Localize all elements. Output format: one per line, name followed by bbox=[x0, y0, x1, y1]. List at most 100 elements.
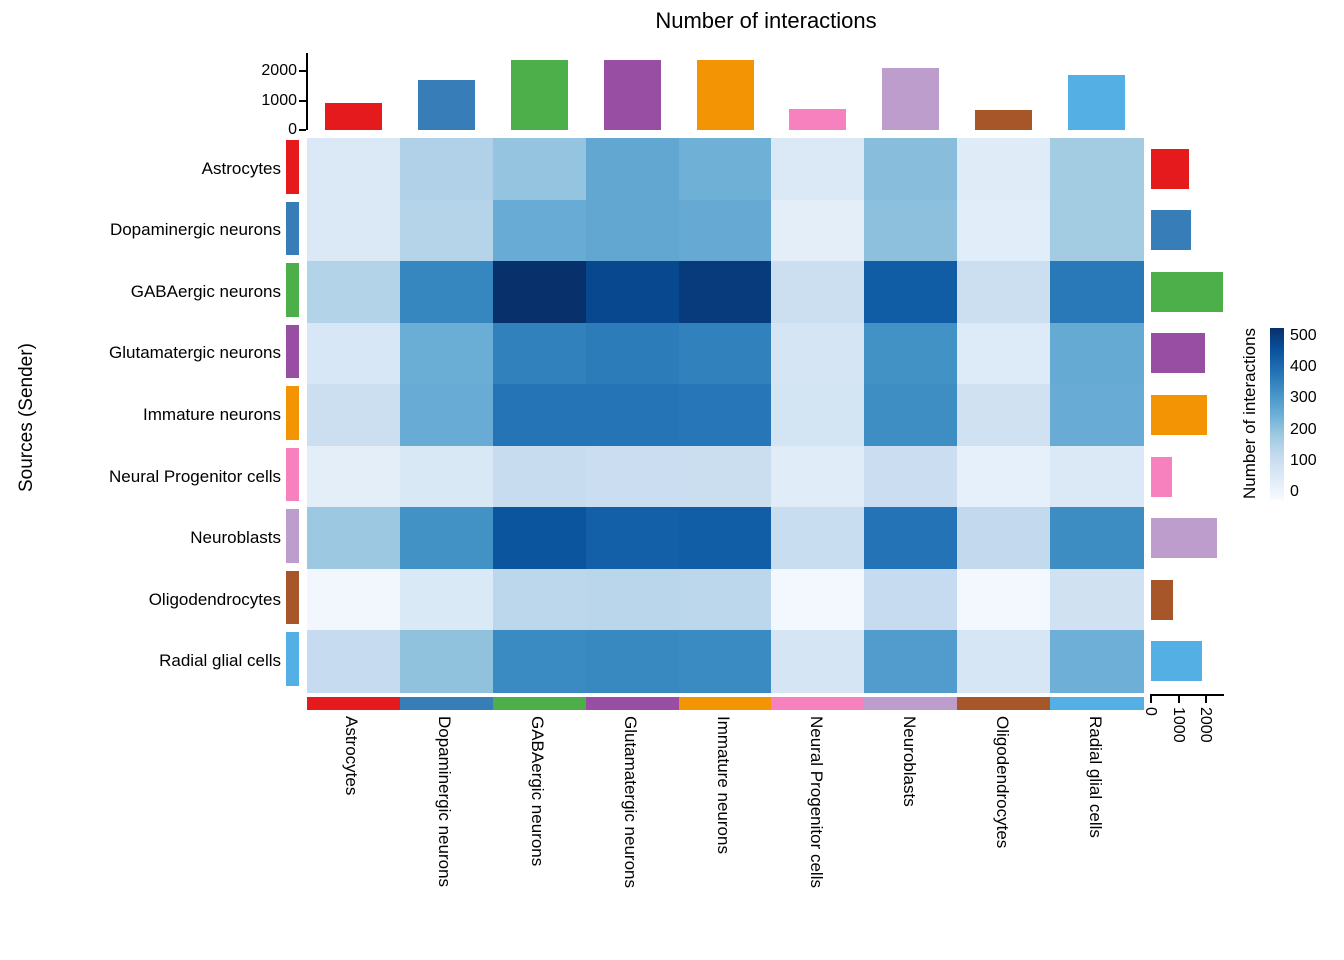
column-label-radial-glial-cells: Radial glial cells bbox=[1085, 716, 1105, 838]
heatmap-cell bbox=[399, 138, 494, 201]
top-axis-tick-label: 0 bbox=[288, 121, 297, 138]
heatmap-cell bbox=[307, 507, 401, 570]
heatmap-cell bbox=[771, 507, 865, 570]
column-label-gabaergic-neurons: GABAergic neurons bbox=[528, 716, 548, 867]
heatmap-cell bbox=[585, 630, 680, 693]
heatmap-cell bbox=[399, 322, 494, 385]
chart-title: Number of interactions bbox=[655, 8, 877, 33]
heatmap-cell bbox=[1050, 322, 1144, 385]
heatmap-cell bbox=[307, 199, 401, 262]
column-annotation-neuroblasts bbox=[864, 697, 958, 710]
heatmap-cell bbox=[492, 261, 587, 324]
right-bar-gabaergic-neurons bbox=[1151, 271, 1224, 312]
heatmap-cell bbox=[399, 384, 494, 447]
top-axis-line bbox=[306, 53, 308, 130]
right-axis-tick-label: 1000 bbox=[1169, 707, 1187, 743]
heatmap-cell bbox=[1050, 138, 1144, 201]
heatmap-cell bbox=[492, 568, 587, 632]
heatmap-cell bbox=[492, 322, 587, 385]
heatmap-cell bbox=[399, 568, 494, 632]
row-label-radial-glial-cells: Radial glial cells bbox=[159, 651, 281, 671]
right-bar-immature-neurons bbox=[1151, 395, 1207, 435]
row-annotation-dopaminergic-neurons bbox=[286, 201, 299, 256]
heatmap-cell bbox=[399, 199, 494, 262]
top-bar-neural-progenitor-cells bbox=[789, 108, 847, 130]
legend-tick-label: 300 bbox=[1290, 389, 1317, 407]
top-bar-glutamatergic-neurons bbox=[603, 60, 661, 130]
heatmap-cell bbox=[957, 507, 1051, 570]
column-annotation-dopaminergic-neurons bbox=[399, 697, 494, 710]
heatmap-cell bbox=[678, 630, 773, 693]
top-bar-dopaminergic-neurons bbox=[417, 79, 475, 130]
legend-title: Number of interactions bbox=[1240, 327, 1259, 499]
heatmap-cell bbox=[1050, 199, 1144, 262]
heatmap-cell bbox=[307, 568, 401, 632]
row-label-neural-progenitor-cells: Neural Progenitor cells bbox=[109, 466, 281, 486]
heatmap-cell bbox=[957, 568, 1051, 632]
top-bar-astrocytes bbox=[324, 103, 382, 130]
legend-tick-label: 0 bbox=[1290, 483, 1299, 500]
column-annotation-gabaergic-neurons bbox=[492, 697, 587, 710]
heatmap-cell bbox=[957, 138, 1051, 201]
legend-tick-label: 200 bbox=[1290, 420, 1317, 438]
row-annotation-radial-glial-cells bbox=[286, 632, 299, 686]
heatmap-cell bbox=[307, 384, 401, 447]
heatmap-cell bbox=[492, 507, 587, 570]
row-label-glutamatergic-neurons: Glutamatergic neurons bbox=[109, 343, 281, 363]
heatmap-cell bbox=[585, 138, 680, 201]
heatmap-cell bbox=[771, 199, 865, 262]
heatmap-cell bbox=[864, 322, 958, 385]
heatmap-cell bbox=[678, 199, 773, 262]
legend-tick-label: 400 bbox=[1290, 358, 1317, 376]
heatmap-cell bbox=[307, 322, 401, 385]
heatmap-cell bbox=[957, 322, 1051, 385]
row-annotation-astrocytes bbox=[286, 140, 299, 194]
y-axis-title: Sources (Sender) bbox=[16, 343, 37, 492]
heatmap-cell bbox=[864, 384, 958, 447]
heatmap-cell bbox=[585, 322, 680, 385]
row-label-dopaminergic-neurons: Dopaminergic neurons bbox=[109, 220, 281, 240]
heatmap-cell bbox=[771, 261, 865, 324]
column-annotation-astrocytes bbox=[307, 697, 401, 710]
right-bar-neural-progenitor-cells bbox=[1151, 456, 1173, 497]
legend-colorbar bbox=[1270, 328, 1284, 500]
heatmap-cell bbox=[1050, 445, 1144, 508]
heatmap-cell bbox=[771, 630, 865, 693]
right-bar-neuroblasts bbox=[1151, 518, 1217, 559]
heatmap-cell bbox=[585, 199, 680, 262]
top-axis-tick bbox=[299, 129, 306, 131]
heatmap-cell bbox=[864, 445, 958, 508]
heatmap-cell bbox=[1050, 384, 1144, 447]
column-label-dopaminergic-neurons: Dopaminergic neurons bbox=[435, 716, 455, 888]
row-annotation-neuroblasts bbox=[286, 509, 299, 563]
column-annotation-neural-progenitor-cells bbox=[771, 697, 865, 710]
heatmap-cell bbox=[399, 507, 494, 570]
heatmap-cell bbox=[399, 261, 494, 324]
right-axis-line bbox=[1151, 694, 1224, 696]
heatmap-cell bbox=[492, 630, 587, 693]
right-bar-astrocytes bbox=[1151, 148, 1189, 189]
heatmap-cell bbox=[1050, 261, 1144, 324]
heatmap-cell bbox=[585, 445, 680, 508]
heatmap-cell bbox=[585, 384, 680, 447]
top-axis-tick-label: 2000 bbox=[261, 62, 297, 79]
top-axis-tick bbox=[299, 70, 306, 72]
heatmap-cell bbox=[864, 568, 958, 632]
heatmap-cell bbox=[957, 261, 1051, 324]
column-annotation-glutamatergic-neurons bbox=[585, 697, 680, 710]
heatmap-cell bbox=[771, 568, 865, 632]
heatmap-cell bbox=[678, 568, 773, 632]
heatmap-cell bbox=[678, 322, 773, 385]
heatmap-cell bbox=[492, 138, 587, 201]
column-annotation-oligodendrocytes bbox=[957, 697, 1051, 710]
heatmap-cell bbox=[678, 138, 773, 201]
heatmap-cell bbox=[678, 445, 773, 508]
column-label-neural-progenitor-cells: Neural Progenitor cells bbox=[806, 716, 826, 888]
legend-tick-label: 500 bbox=[1290, 327, 1317, 344]
heatmap-cell bbox=[492, 199, 587, 262]
right-axis-tick bbox=[1177, 694, 1180, 703]
heatmap-cell bbox=[957, 445, 1051, 508]
top-bar-radial-glial-cells bbox=[1068, 75, 1126, 130]
row-label-neuroblasts: Neuroblasts bbox=[190, 528, 281, 548]
